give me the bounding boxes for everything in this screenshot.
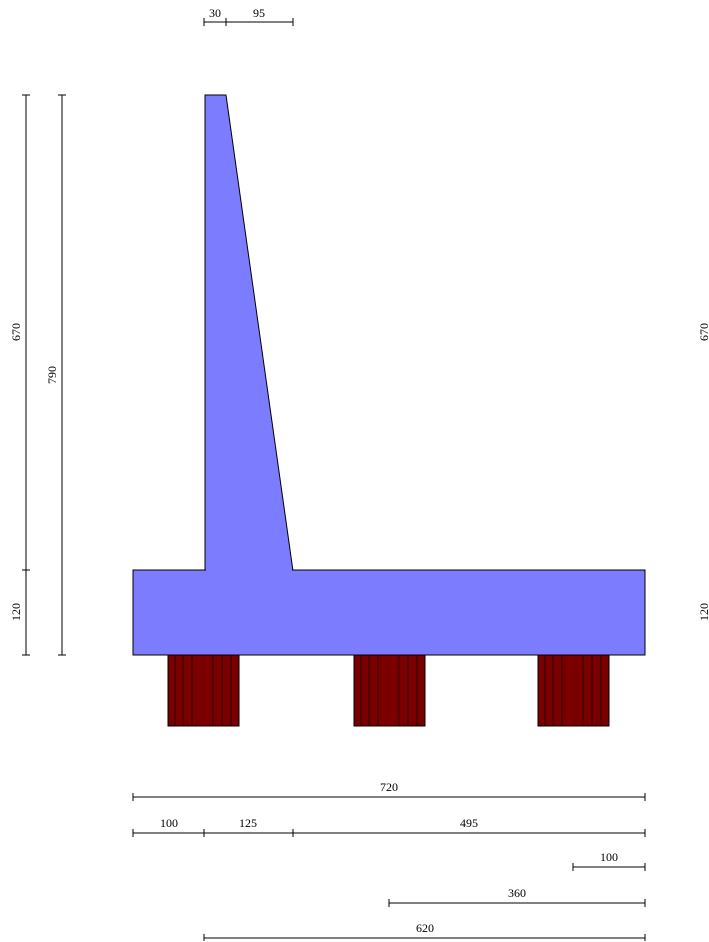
dim-pile-span: 620 bbox=[416, 921, 434, 935]
dim-pile-mid: 360 bbox=[508, 886, 526, 900]
bottom-dimension-pile-span: 620 bbox=[203, 921, 646, 941]
dim-left-total: 790 bbox=[45, 366, 59, 384]
dim-seg-stem: 125 bbox=[239, 816, 257, 830]
wall-stem bbox=[204, 94, 294, 572]
bottom-dimension-pile-edge: 100 bbox=[572, 850, 646, 871]
bottom-dimension-pile-mid: 360 bbox=[388, 886, 646, 907]
pile-3 bbox=[537, 654, 610, 727]
dim-top-right: 95 bbox=[253, 6, 265, 20]
dim-right-base: 120 bbox=[697, 603, 709, 621]
pile-1 bbox=[167, 654, 240, 727]
dim-seg-heel: 495 bbox=[460, 816, 478, 830]
top-dimension: 30 95 bbox=[203, 6, 294, 26]
wall-base bbox=[132, 569, 646, 656]
bottom-dimension-segments: 100 125 495 bbox=[132, 816, 646, 837]
dim-left-stem: 670 bbox=[9, 323, 23, 341]
dim-right-stem: 670 bbox=[697, 323, 709, 341]
dim-top-left: 30 bbox=[209, 6, 221, 20]
dim-total-width: 720 bbox=[380, 780, 398, 794]
pile-2 bbox=[353, 654, 426, 727]
right-dimensions: 670 120 bbox=[697, 323, 709, 621]
dim-left-base: 120 bbox=[9, 603, 23, 621]
dim-pile-edge: 100 bbox=[600, 850, 618, 864]
bottom-dimension-total: 720 bbox=[132, 780, 646, 801]
dim-seg-toe: 100 bbox=[160, 816, 178, 830]
left-dimensions: 670 120 790 bbox=[9, 94, 66, 656]
